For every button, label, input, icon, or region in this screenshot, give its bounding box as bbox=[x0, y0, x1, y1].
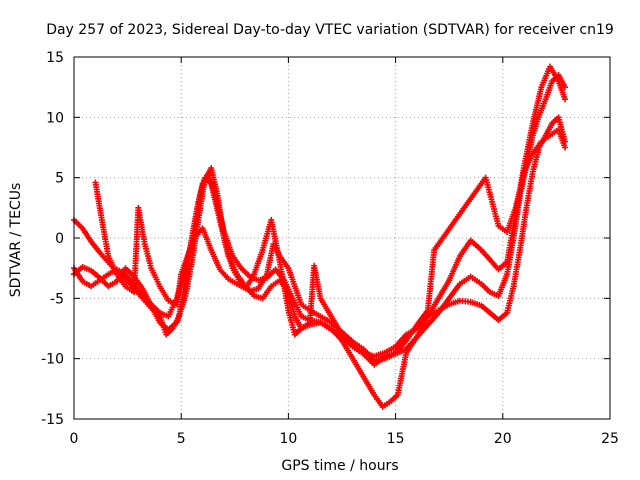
chart-title: Day 257 of 2023, Sidereal Day-to-day VTE… bbox=[46, 22, 614, 38]
x-tick-label: 10 bbox=[279, 431, 297, 447]
y-axis-label: SDTVAR / TECUs bbox=[8, 183, 24, 298]
y-tick-label: 15 bbox=[46, 50, 64, 66]
y-tick-label: 5 bbox=[55, 171, 64, 187]
x-tick-label: 15 bbox=[387, 431, 405, 447]
y-tick-label: 10 bbox=[46, 110, 64, 126]
x-axis: 0 5 10 15 20 25 bbox=[70, 57, 619, 447]
x-tick-label: 25 bbox=[601, 431, 619, 447]
series-2 bbox=[71, 72, 568, 365]
y-tick-label: -10 bbox=[41, 352, 64, 368]
y-axis: -15 -10 -5 0 5 10 15 bbox=[41, 50, 610, 428]
y-tick-label: 0 bbox=[55, 231, 64, 247]
x-tick-label: 5 bbox=[177, 431, 186, 447]
data-point bbox=[561, 96, 568, 103]
x-tick-label: 20 bbox=[494, 431, 512, 447]
x-tick-label: 0 bbox=[70, 431, 79, 447]
y-tick-label: -5 bbox=[50, 291, 64, 307]
data-point bbox=[561, 144, 568, 151]
grid bbox=[74, 57, 610, 419]
data-marks bbox=[71, 63, 568, 410]
series-4 bbox=[92, 126, 568, 368]
y-tick-label: -15 bbox=[41, 412, 64, 428]
x-axis-label: GPS time / hours bbox=[281, 458, 398, 474]
